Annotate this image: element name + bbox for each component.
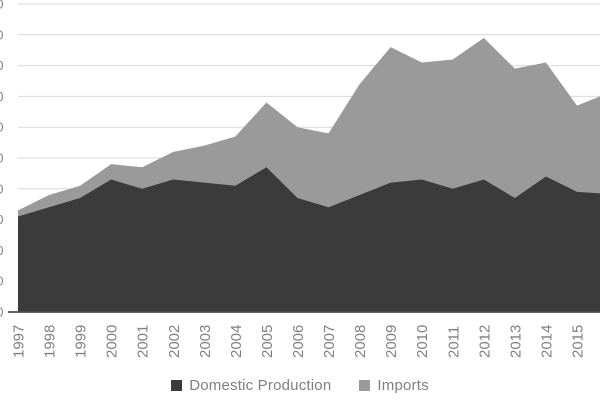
legend-swatch-imports-icon	[359, 379, 371, 391]
x-axis-label-2013: 2013	[507, 325, 524, 358]
x-axis-label-2005: 2005	[259, 325, 276, 358]
x-axis-label-2009: 2009	[383, 325, 400, 358]
y-axis-label-cropped: 0	[0, 0, 4, 12]
area-domestic-production[interactable]	[18, 167, 600, 312]
x-axis-label-2014: 2014	[538, 325, 555, 358]
x-axis-label-2000: 2000	[104, 325, 121, 358]
x-axis-label-2001: 2001	[135, 325, 152, 358]
legend-item-imports[interactable]: Imports	[359, 376, 429, 394]
y-axis-label-cropped: 0	[0, 120, 4, 135]
x-axis-label-2011: 2011	[445, 326, 462, 358]
y-axis-label-cropped: 0	[0, 181, 4, 196]
y-axis-label-cropped: 0	[0, 58, 4, 73]
legend-label-imports: Imports	[377, 376, 429, 394]
y-axis-label-cropped: 0	[0, 27, 4, 42]
x-axis-label-2012: 2012	[476, 325, 493, 358]
legend: Domestic Production Imports	[0, 373, 600, 397]
legend-label-domestic-production: Domestic Production	[189, 376, 332, 394]
x-axis-label-1999: 1999	[73, 325, 90, 358]
x-axis-label-2010: 2010	[414, 325, 431, 358]
y-axis-label-cropped: 0	[0, 243, 4, 258]
x-axis-label-2008: 2008	[352, 325, 369, 358]
legend-swatch-domestic-production-icon	[171, 379, 183, 391]
x-axis-label-2015: 2015	[570, 325, 587, 358]
x-axis-label-2002: 2002	[166, 325, 183, 358]
x-axis-label-1997: 1997	[11, 325, 28, 358]
x-axis-label-2006: 2006	[290, 325, 307, 358]
x-axis-label-2007: 2007	[321, 325, 338, 358]
y-axis-label-cropped: 0	[0, 151, 4, 166]
x-axis-label-1998: 1998	[42, 325, 59, 358]
y-axis-label-cropped: 0	[0, 274, 4, 289]
y-axis-label-cropped: 0	[0, 212, 4, 227]
y-axis-label-cropped: 0	[0, 89, 4, 104]
y-axis-label-cropped: 0	[0, 305, 4, 320]
legend-item-domestic-production[interactable]: Domestic Production	[171, 378, 331, 393]
x-axis-label-2004: 2004	[228, 325, 245, 358]
x-axis-label-2003: 2003	[197, 325, 214, 358]
